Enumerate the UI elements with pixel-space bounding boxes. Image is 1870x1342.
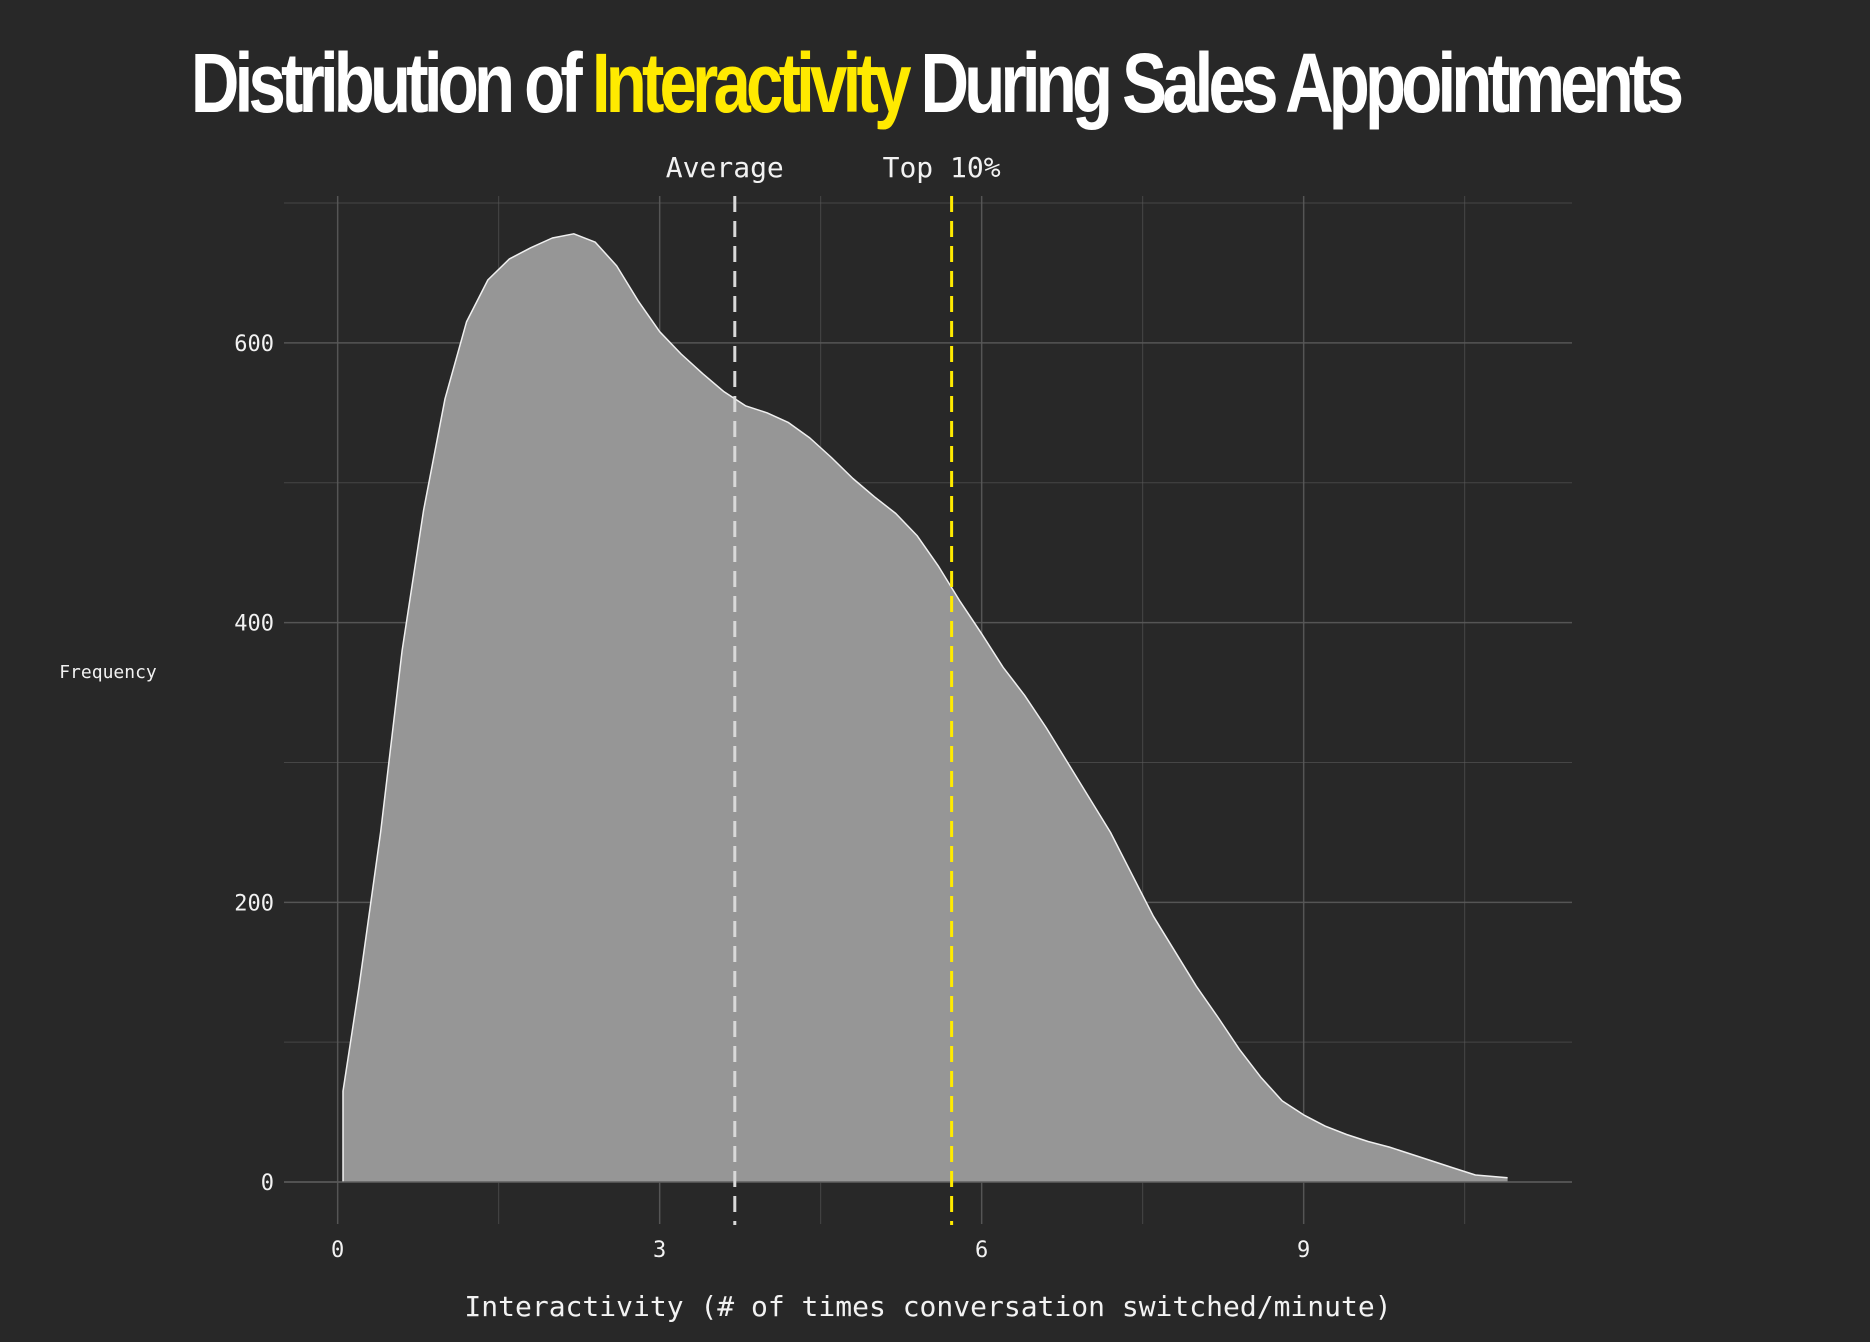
y-tick-label: 200 [234,891,274,916]
reference-lines: Average Top 10% [666,151,1001,1225]
x-tick-label: 0 [331,1238,344,1263]
average-label: Average [666,151,784,184]
area-layer [284,233,1572,1183]
y-axis-title: Frequency [59,662,157,683]
y-tick-label: 400 [234,612,274,637]
density-outline [342,233,1508,1183]
title-part-1: Distribution of [190,36,592,130]
axis-labels: 0 3 6 9 0 200 400 600 Interactivity (# of times … [59,332,1391,1323]
top-10-label: Top 10% [883,151,1001,184]
chart-title: Distribution of Interactivity During Sal… [187,28,1684,138]
title-part-2: During Sales Appointments [906,36,1684,130]
y-tick-label: 600 [234,332,274,357]
x-axis-title: Interactivity (# of times conversation s… [464,1290,1391,1323]
density-area [343,233,1508,1183]
title-highlight: Interactivity [591,36,912,130]
y-tick-label: 0 [261,1171,274,1196]
x-tick-label: 9 [1297,1238,1310,1263]
x-tick-label: 6 [975,1238,988,1263]
x-tick-label: 3 [653,1238,666,1263]
